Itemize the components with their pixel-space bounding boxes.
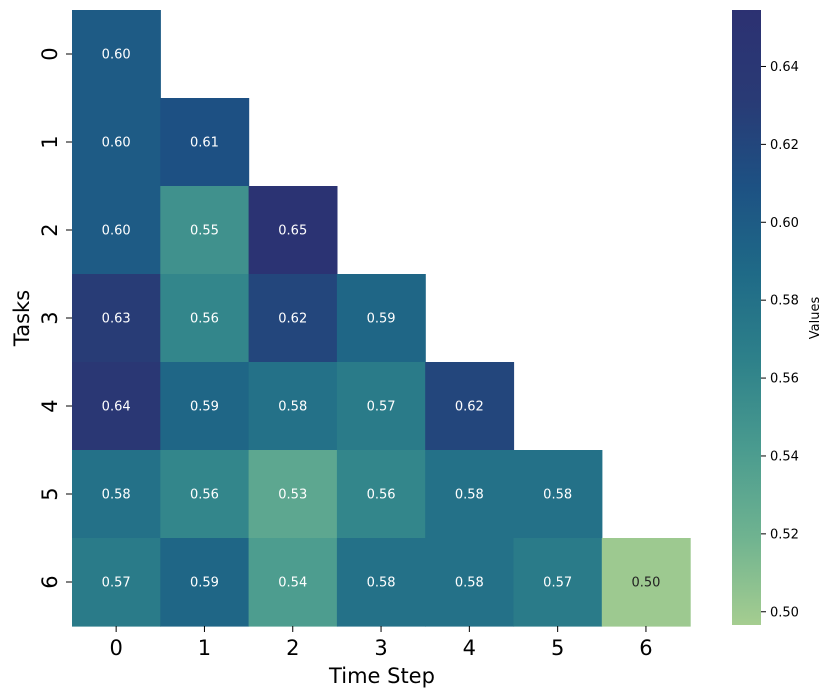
x-tick-label: 0 xyxy=(109,636,122,660)
cell-value-label: 0.56 xyxy=(190,488,219,503)
y-axis-ticks: 0 1 2 3 4 5 6 xyxy=(38,47,72,589)
cell-value-label: 0.60 xyxy=(102,136,131,151)
y-tick-label: 0 xyxy=(38,47,62,60)
cell-value-label: 0.59 xyxy=(190,576,219,591)
cell-value-label: 0.58 xyxy=(278,400,307,415)
colorbar-tick-label: 0.54 xyxy=(770,449,799,464)
cell-value-label: 0.58 xyxy=(367,576,396,591)
colorbar-tick-label: 0.50 xyxy=(770,605,799,620)
heatmap-cell-r3-c2 xyxy=(248,274,338,363)
heatmap-cell-r3-c0 xyxy=(72,274,161,363)
y-tick-label: 3 xyxy=(38,311,62,324)
heatmap-cell-r3-c3 xyxy=(336,274,426,363)
x-tick-label: 4 xyxy=(463,636,476,660)
heatmap-cell-r2-c1 xyxy=(160,186,250,275)
y-axis-label: Tasks xyxy=(10,290,34,347)
x-tick-label: 5 xyxy=(551,636,564,660)
y-tick-label: 4 xyxy=(38,399,62,412)
colorbar-tick-label: 0.64 xyxy=(770,60,799,75)
cell-value-label: 0.58 xyxy=(543,488,572,503)
colorbar-label: Values xyxy=(808,297,823,340)
x-tick-label: 1 xyxy=(198,636,211,660)
heatmap-cell-r4-c3 xyxy=(336,362,426,451)
heatmap-cell-r1-c1 xyxy=(160,98,250,187)
heatmap-cells xyxy=(72,10,691,627)
cell-value-label: 0.57 xyxy=(102,576,131,591)
y-tick-label: 1 xyxy=(38,135,62,148)
heatmap-cell-r6-c4 xyxy=(425,538,515,627)
cell-value-label: 0.54 xyxy=(278,576,307,591)
cell-value-label: 0.61 xyxy=(190,136,219,151)
cell-value-label: 0.59 xyxy=(190,400,219,415)
heatmap-cell-r6-c0 xyxy=(72,538,161,627)
cell-value-label: 0.55 xyxy=(190,224,219,239)
heatmap-cell-r1-c0 xyxy=(72,98,161,187)
y-tick-label: 5 xyxy=(38,487,62,500)
colorbar-tick-label: 0.56 xyxy=(770,372,799,387)
y-tick-label: 2 xyxy=(38,223,62,236)
colorbar-ticks: 0.50 0.52 0.54 0.56 0.58 0.60 0.62 0.64 xyxy=(761,60,799,620)
cell-value-label: 0.57 xyxy=(543,576,572,591)
cell-value-label: 0.56 xyxy=(190,312,219,327)
heatmap-cell-r5-c0 xyxy=(72,450,161,539)
x-tick-label: 6 xyxy=(639,636,652,660)
x-axis-ticks: 0 1 2 3 4 5 6 xyxy=(109,626,653,660)
heatmap-cell-r5-c4 xyxy=(425,450,515,539)
cell-value-label: 0.56 xyxy=(367,488,396,503)
x-tick-label: 2 xyxy=(286,636,299,660)
cell-value-label: 0.53 xyxy=(278,488,307,503)
cell-value-label: 0.62 xyxy=(278,312,307,327)
cell-value-label: 0.60 xyxy=(102,48,131,63)
colorbar-tick-label: 0.52 xyxy=(770,527,799,542)
heatmap-cell-r2-c0 xyxy=(72,186,161,275)
cell-value-label: 0.57 xyxy=(367,400,396,415)
heatmap-cell-r6-c6 xyxy=(601,538,691,627)
heatmap-cell-r3-c1 xyxy=(160,274,250,363)
heatmap-cell-r6-c2 xyxy=(248,538,338,627)
cell-value-label: 0.58 xyxy=(455,488,484,503)
y-tick-label: 6 xyxy=(38,575,62,588)
colorbar-tick-label: 0.58 xyxy=(770,294,799,309)
heatmap-cell-labels: 0.60 0.60 0.61 0.60 0.55 0.65 0.63 0.56 0.62 0.59… xyxy=(102,48,661,591)
heatmap-cell-r4-c1 xyxy=(160,362,250,451)
heatmap-cell-r6-c5 xyxy=(513,538,603,627)
heatmap-cell-r4-c0 xyxy=(72,362,161,451)
heatmap-cell-r6-c3 xyxy=(336,538,426,627)
heatmap-cell-r4-c2 xyxy=(248,362,338,451)
colorbar xyxy=(732,10,761,625)
cell-value-label: 0.50 xyxy=(631,576,660,591)
cell-value-label: 0.65 xyxy=(278,224,307,239)
colorbar-tick-label: 0.62 xyxy=(770,138,799,153)
heatmap-cell-r0-c0 xyxy=(72,10,161,99)
heatmap-cell-r5-c2 xyxy=(248,450,338,539)
cell-value-label: 0.60 xyxy=(102,224,131,239)
cell-value-label: 0.58 xyxy=(455,576,484,591)
colorbar-tick-label: 0.60 xyxy=(770,216,799,231)
heatmap-cell-r4-c4 xyxy=(425,362,515,451)
heatmap-cell-r6-c1 xyxy=(160,538,250,627)
x-axis-label: Time Step xyxy=(328,664,435,688)
cell-value-label: 0.62 xyxy=(455,400,484,415)
heatmap-cell-r5-c5 xyxy=(513,450,603,539)
cell-value-label: 0.63 xyxy=(102,312,131,327)
cell-value-label: 0.59 xyxy=(367,312,396,327)
x-tick-label: 3 xyxy=(374,636,387,660)
heatmap-cell-r2-c2 xyxy=(248,186,338,275)
heatmap-cell-r5-c3 xyxy=(336,450,426,539)
cell-value-label: 0.58 xyxy=(102,488,131,503)
heatmap-cell-r5-c1 xyxy=(160,450,250,539)
cell-value-label: 0.64 xyxy=(102,400,131,415)
